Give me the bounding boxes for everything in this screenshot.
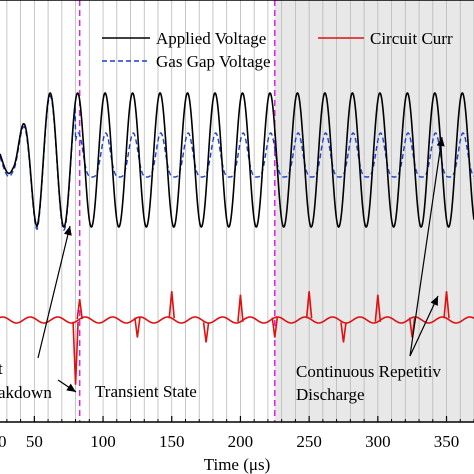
arrow-breakdown-to-voltage-shaft (37, 225, 71, 359)
current-spike-0 (72, 321, 79, 385)
current-spike-6 (271, 317, 279, 338)
current-spike-9 (374, 294, 382, 322)
annotation-transient-state: Transient State (95, 382, 197, 401)
arrow-discharge-to-current-head (430, 296, 438, 306)
series-line-applied-voltage (0, 92, 474, 228)
current-spike-1 (76, 298, 83, 320)
series-layer (0, 92, 474, 385)
current-spike-8 (340, 322, 347, 343)
grid-layer (6, 0, 474, 422)
x-tick-label: 200 (228, 432, 254, 451)
current-spike-7 (305, 291, 313, 319)
arrow-breakdown-to-current-head (66, 383, 76, 392)
arrow-discharge-to-current-shaft (409, 295, 439, 357)
legend: Applied Voltage Circuit Curr Gas Gap Vol… (102, 29, 453, 71)
shaded-region-layer (274, 0, 474, 422)
series-line-circuit-current (0, 316, 474, 324)
divider-layer (78, 0, 276, 422)
x-tick-label-partial: 0 (0, 432, 7, 451)
current-spike-3 (168, 291, 176, 319)
current-spike-5 (237, 294, 244, 322)
current-spike-4 (202, 322, 210, 343)
annotation-breakdown-fragment-1: t (0, 359, 3, 378)
x-tick-label: 150 (159, 432, 185, 451)
x-tick-label: 250 (296, 432, 322, 451)
x-tick-label: 300 (365, 432, 391, 451)
arrow-breakdown-to-voltage-head (63, 226, 72, 236)
x-axis-ticks: 50 100 150 200 250 300 350 (6, 416, 474, 451)
x-tick-label: 350 (434, 432, 460, 451)
legend-label-applied-voltage: Applied Voltage (156, 29, 266, 48)
current-spike-11 (443, 291, 450, 319)
series-line-gas-gap-voltage (0, 95, 474, 231)
arrow-discharge-to-voltage-shaft (409, 136, 443, 357)
current-spike-2 (134, 317, 141, 338)
annotation-continuous-repetitive: Continuous Repetitiv (296, 362, 441, 381)
continuous-discharge-region (274, 0, 474, 422)
legend-label-circuit-current: Circuit Curr (370, 29, 453, 48)
legend-label-gas-gap-voltage: Gas Gap Voltage (156, 52, 271, 71)
annotation-discharge: Discharge (296, 385, 365, 404)
x-tick-label: 50 (26, 432, 43, 451)
arrow-discharge-to-voltage-head (436, 137, 445, 147)
x-axis-label: Time (μs) (204, 455, 271, 474)
arrow-layer (37, 136, 445, 393)
annotation-breakdown-fragment-2: akdown (0, 383, 52, 402)
x-tick-label: 100 (90, 432, 116, 451)
